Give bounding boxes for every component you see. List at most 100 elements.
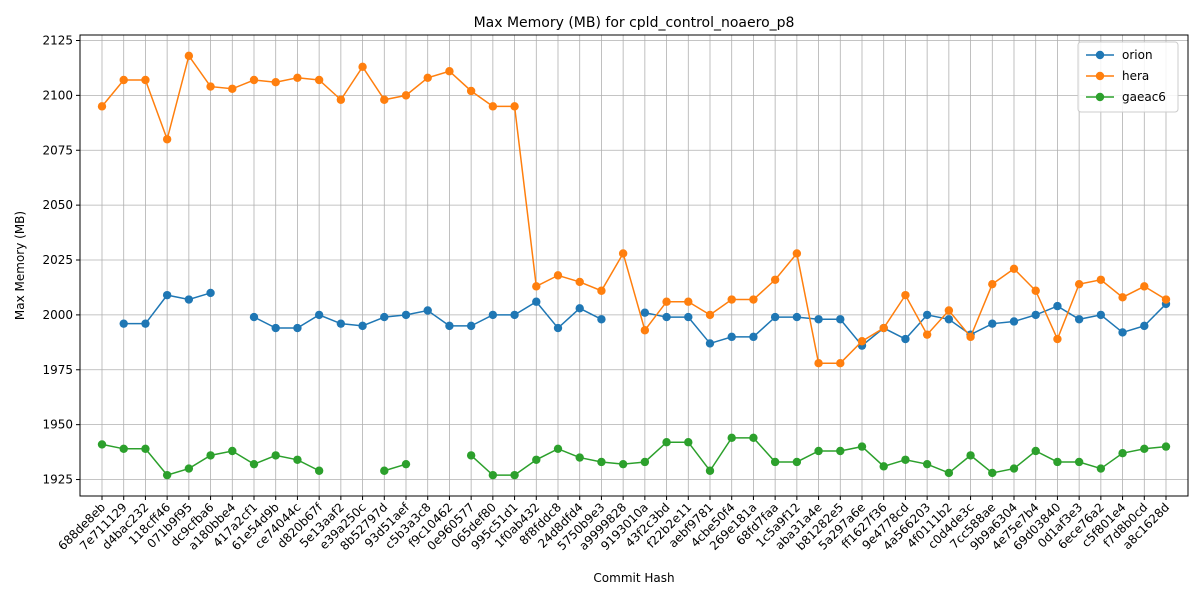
data-point bbox=[640, 308, 650, 317]
data-point bbox=[575, 277, 584, 287]
data-point bbox=[488, 470, 498, 480]
data-point bbox=[727, 332, 736, 342]
data-point bbox=[988, 319, 997, 328]
data-point bbox=[510, 310, 519, 320]
data-point bbox=[879, 462, 888, 471]
data-point bbox=[380, 466, 389, 475]
legend-item-gaeac6: gaeac6 bbox=[1086, 90, 1166, 104]
data-point bbox=[814, 358, 823, 368]
data-point bbox=[293, 73, 302, 83]
data-point bbox=[901, 455, 910, 464]
data-point bbox=[684, 438, 693, 447]
data-point bbox=[293, 455, 302, 464]
data-series bbox=[97, 51, 1171, 480]
data-point bbox=[358, 321, 367, 331]
legend-label: gaeac6 bbox=[1122, 90, 1166, 104]
data-point bbox=[1053, 301, 1062, 311]
data-point bbox=[532, 455, 541, 464]
y-axis-label: Max Memory (MB) bbox=[13, 211, 27, 320]
data-point bbox=[119, 75, 128, 85]
data-point bbox=[1140, 282, 1149, 291]
y-tick-label: 2000 bbox=[42, 308, 73, 322]
data-point bbox=[792, 312, 802, 322]
data-point bbox=[879, 323, 888, 333]
data-point bbox=[445, 321, 454, 331]
data-point bbox=[488, 310, 498, 320]
data-point bbox=[857, 337, 867, 346]
data-point bbox=[1118, 293, 1127, 302]
data-point bbox=[314, 466, 324, 475]
data-point bbox=[1053, 457, 1062, 467]
y-tick-label: 2075 bbox=[42, 143, 73, 157]
series-gaeac6 bbox=[97, 433, 1171, 480]
data-point bbox=[575, 304, 584, 313]
data-point bbox=[1074, 315, 1084, 324]
data-point bbox=[249, 459, 259, 469]
data-point bbox=[184, 51, 194, 61]
data-point bbox=[336, 95, 346, 104]
data-point bbox=[1096, 310, 1106, 320]
y-tick-label: 2050 bbox=[42, 198, 73, 212]
data-point bbox=[380, 312, 389, 322]
data-point bbox=[119, 319, 128, 328]
data-point bbox=[271, 451, 280, 460]
data-point bbox=[944, 306, 954, 315]
data-point bbox=[1161, 442, 1171, 451]
data-point bbox=[836, 446, 845, 456]
data-point bbox=[749, 332, 758, 342]
data-point bbox=[162, 135, 172, 144]
data-point bbox=[814, 315, 823, 324]
data-point bbox=[597, 286, 606, 295]
legend-label: hera bbox=[1122, 69, 1149, 83]
legend-swatch-marker bbox=[1095, 50, 1105, 60]
data-point bbox=[249, 75, 259, 85]
data-point bbox=[532, 282, 541, 291]
data-point bbox=[966, 332, 975, 342]
data-point bbox=[1074, 279, 1084, 289]
data-point bbox=[1140, 444, 1149, 453]
data-point bbox=[944, 315, 954, 324]
data-point bbox=[380, 95, 389, 104]
data-point bbox=[618, 459, 628, 469]
x-axis-label: Commit Hash bbox=[593, 571, 674, 585]
data-point bbox=[575, 453, 584, 462]
data-point bbox=[423, 306, 432, 315]
series-line bbox=[101, 54, 1167, 364]
data-point bbox=[466, 321, 476, 331]
data-point bbox=[141, 319, 150, 328]
data-point bbox=[836, 358, 845, 368]
chart-title: Max Memory (MB) for cpld_control_noaero_… bbox=[474, 15, 795, 31]
data-point bbox=[119, 444, 128, 453]
data-point bbox=[1009, 464, 1019, 473]
data-point bbox=[97, 440, 107, 449]
data-point bbox=[162, 290, 172, 300]
data-point bbox=[97, 102, 107, 111]
data-point bbox=[770, 312, 780, 322]
data-point bbox=[792, 457, 802, 467]
legend-item-hera: hera bbox=[1086, 69, 1149, 83]
data-point bbox=[314, 310, 324, 320]
data-point bbox=[988, 279, 997, 289]
data-point bbox=[445, 67, 454, 76]
data-point bbox=[922, 330, 932, 339]
data-point bbox=[553, 444, 563, 453]
data-point bbox=[662, 312, 671, 322]
data-point bbox=[466, 86, 476, 96]
data-point bbox=[1161, 295, 1171, 304]
data-point bbox=[510, 470, 519, 480]
data-point bbox=[1031, 310, 1040, 320]
data-point bbox=[314, 75, 324, 85]
data-point bbox=[206, 82, 215, 91]
data-point bbox=[792, 249, 802, 258]
data-point bbox=[553, 271, 563, 280]
data-point bbox=[922, 310, 932, 320]
data-point bbox=[532, 297, 541, 306]
data-point bbox=[184, 295, 194, 304]
data-point bbox=[206, 451, 215, 460]
data-point bbox=[1118, 328, 1127, 337]
y-tick-label: 1925 bbox=[42, 473, 73, 487]
data-point bbox=[293, 323, 302, 333]
data-point bbox=[922, 459, 932, 469]
data-point bbox=[1031, 286, 1040, 295]
